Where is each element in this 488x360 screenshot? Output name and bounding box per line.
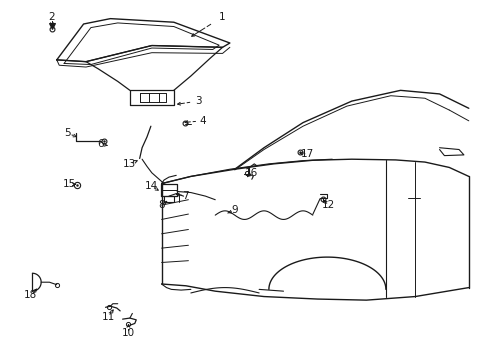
Text: 13: 13: [123, 159, 136, 169]
Text: 18: 18: [24, 291, 38, 301]
Text: 10: 10: [122, 328, 135, 338]
Text: 6: 6: [97, 139, 104, 149]
Text: 8: 8: [158, 200, 164, 210]
Text: 7: 7: [182, 191, 188, 201]
Text: 12: 12: [321, 200, 334, 210]
Text: 15: 15: [62, 179, 76, 189]
Text: 17: 17: [301, 149, 314, 159]
Text: 14: 14: [145, 181, 158, 192]
Text: 11: 11: [101, 312, 114, 322]
Text: 2: 2: [48, 12, 55, 22]
Text: 16: 16: [244, 168, 258, 178]
Text: 1: 1: [219, 12, 225, 22]
Text: 5: 5: [64, 129, 71, 138]
Text: 3: 3: [194, 96, 201, 106]
Text: 4: 4: [199, 116, 206, 126]
Text: 9: 9: [231, 206, 238, 216]
